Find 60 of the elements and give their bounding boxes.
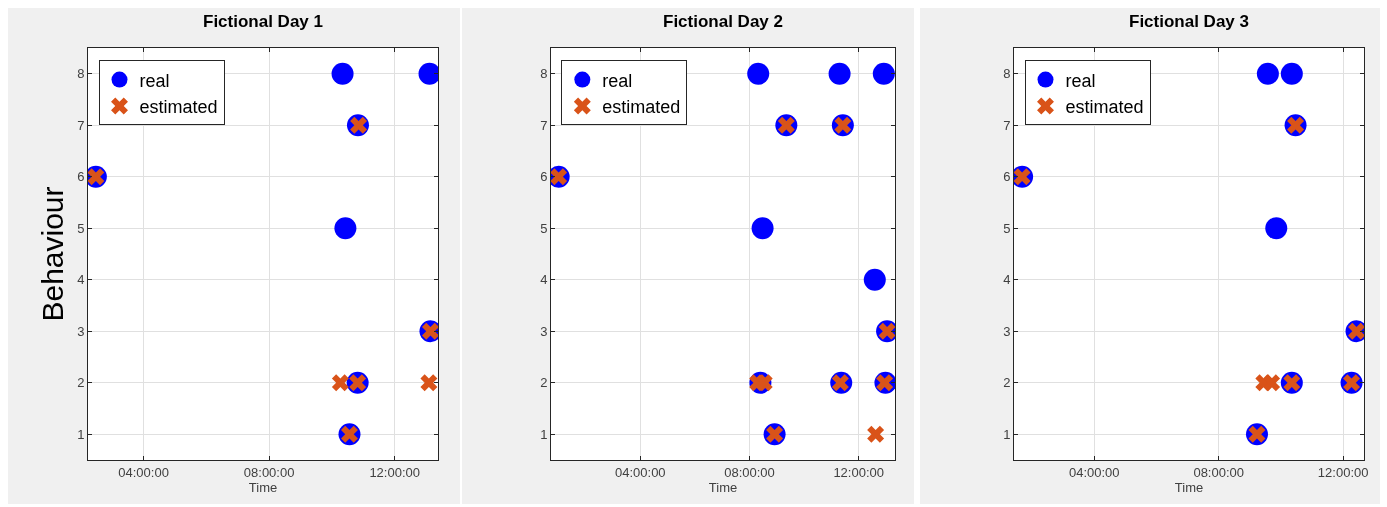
y-axis-title: Behaviour <box>36 186 70 322</box>
point <box>331 374 349 392</box>
x-axis-title: Time <box>708 479 738 495</box>
x-tick-label: 08:00:00 <box>724 464 775 480</box>
point <box>334 217 357 240</box>
y-tick-label: 3 <box>1003 323 1011 339</box>
y-tick-label: 6 <box>1003 169 1011 185</box>
y-tick-label: 4 <box>77 272 85 288</box>
y-tick-label: 8 <box>540 66 548 82</box>
point <box>828 62 851 85</box>
y-tick-label: 1 <box>77 426 85 442</box>
x-tick-label: 08:00:00 <box>243 464 295 480</box>
y-tick-label: 2 <box>1003 375 1011 391</box>
y-tick-label: 4 <box>1003 272 1011 288</box>
legend-label: estimated <box>1065 96 1144 117</box>
chart-title: Fictional Day 3 <box>1129 12 1249 32</box>
point <box>751 217 774 240</box>
y-tick-label: 6 <box>540 169 548 185</box>
legend-label: real <box>602 70 633 91</box>
y-tick-label: 5 <box>77 220 85 236</box>
y-tick-label: 3 <box>77 323 85 339</box>
x-tick-label: 04:00:00 <box>614 464 666 480</box>
point <box>1263 374 1281 392</box>
x-tick-label: 12:00:00 <box>1317 464 1369 480</box>
point <box>1265 217 1288 240</box>
x-tick-label: 04:00:00 <box>118 464 169 480</box>
point <box>863 268 886 291</box>
y-tick-label: 7 <box>1003 117 1011 133</box>
y-tick-label: 5 <box>1003 220 1011 236</box>
point <box>420 374 438 392</box>
point <box>872 62 895 85</box>
chart-title: Fictional Day 2 <box>663 12 783 32</box>
x-axis-title: Time <box>248 479 278 495</box>
point <box>1280 62 1303 85</box>
point <box>747 62 770 85</box>
legend-label: estimated <box>602 96 681 117</box>
y-tick-label: 1 <box>540 426 548 442</box>
legend-label: real <box>139 70 170 91</box>
y-tick-label: 5 <box>540 220 548 236</box>
point <box>331 62 354 85</box>
x-tick-label: 04:00:00 <box>1068 464 1120 480</box>
y-tick-label: 2 <box>77 375 85 391</box>
y-tick-label: 1 <box>1003 426 1011 442</box>
x-tick-label: 12:00:00 <box>833 464 884 480</box>
point <box>1256 62 1279 85</box>
y-tick-label: 7 <box>540 117 548 133</box>
x-tick-label: 08:00:00 <box>1193 464 1245 480</box>
legend-label: real <box>1065 70 1096 91</box>
y-tick-label: 8 <box>77 66 85 82</box>
y-tick-label: 2 <box>540 375 548 391</box>
y-tick-label: 3 <box>540 323 548 339</box>
y-tick-label: 8 <box>1003 66 1011 82</box>
x-axis-title: Time <box>1174 479 1204 495</box>
x-tick-label: 12:00:00 <box>369 464 420 480</box>
y-tick-label: 6 <box>77 169 85 185</box>
chart-title: Fictional Day 1 <box>203 12 323 32</box>
legend-label: estimated <box>139 96 218 117</box>
y-tick-label: 4 <box>540 272 548 288</box>
point <box>867 425 885 443</box>
y-tick-label: 7 <box>77 117 85 133</box>
